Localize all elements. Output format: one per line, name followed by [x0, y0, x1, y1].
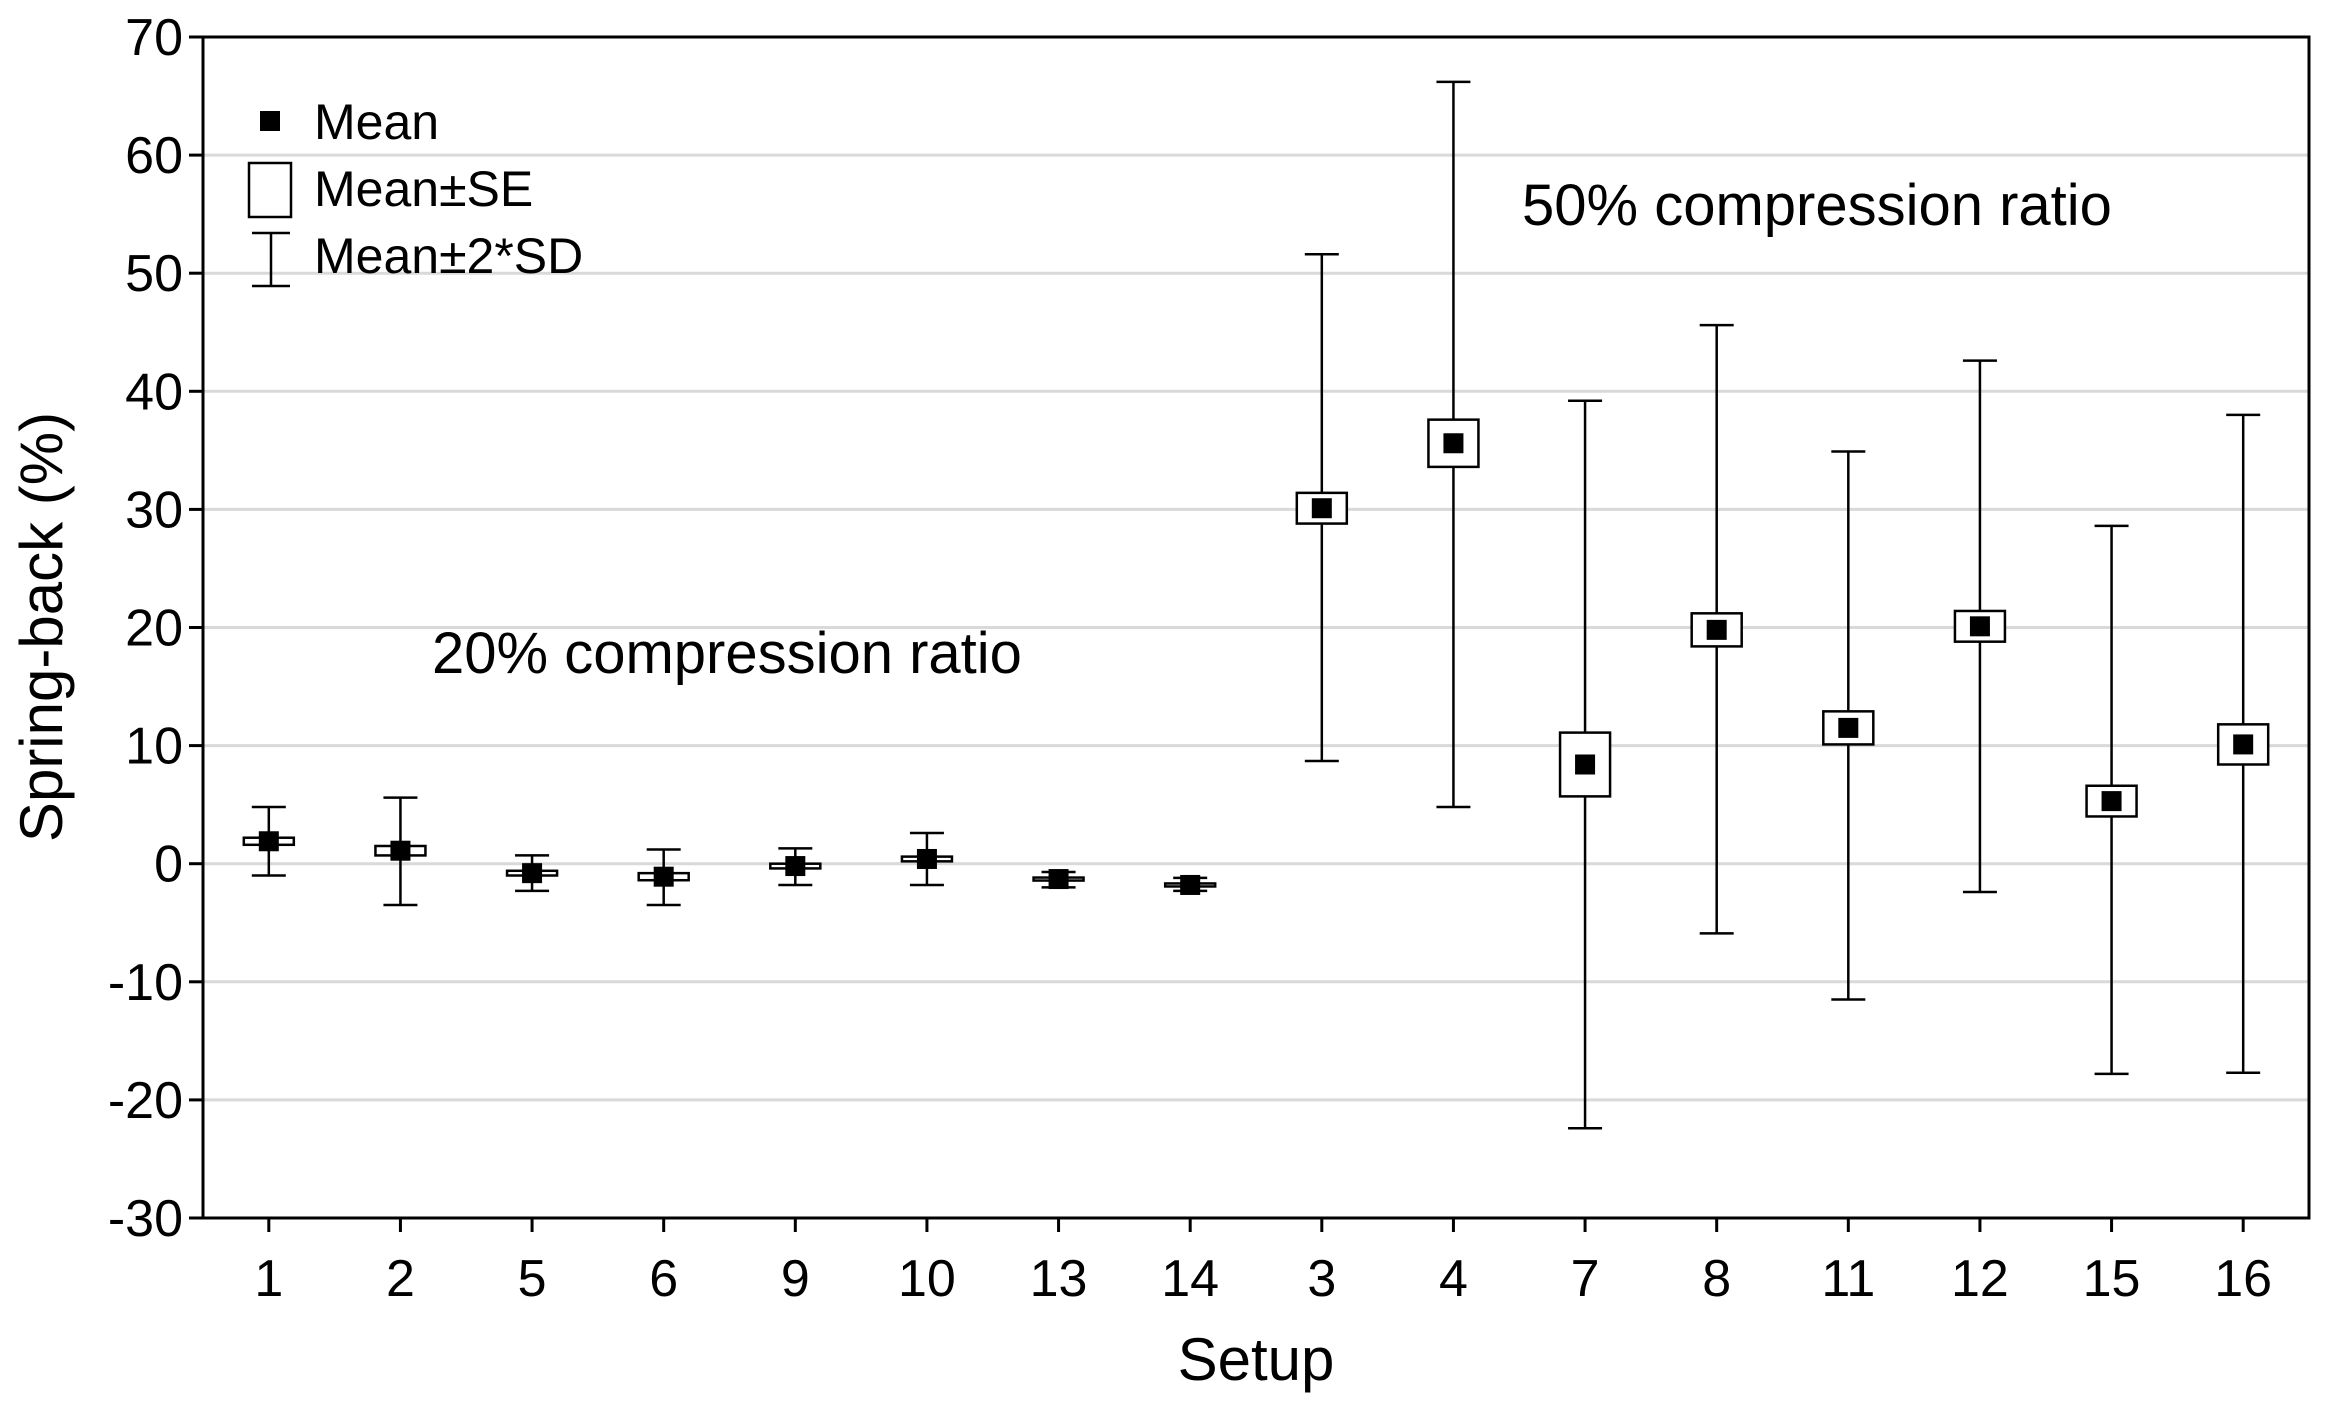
mean-point-14: [1180, 874, 1201, 895]
y-tick-label: 50: [125, 245, 183, 303]
legend-whisker-marker: [252, 231, 290, 288]
y-tick-label: -30: [108, 1190, 183, 1248]
y-tick-label: 30: [125, 481, 183, 539]
mean-point-9: [785, 856, 806, 877]
mean-point-4: [1443, 433, 1464, 454]
mean-point-7: [1575, 754, 1596, 775]
gridlines: [203, 153, 2309, 1102]
mean-point-1: [258, 831, 279, 852]
se-box-4: [1427, 418, 1480, 469]
y-tick-label: 60: [125, 127, 183, 185]
mean-point-5: [522, 863, 543, 884]
mean-point-8: [1706, 619, 1727, 640]
x-tick-label: 11: [1821, 1250, 1875, 1308]
annotation-50-percent: 50% compression ratio: [1522, 173, 2112, 238]
x-tick-label: 7: [1571, 1250, 1600, 1308]
legend: Mean Mean±SE Mean±2*SD: [247, 94, 583, 288]
y-tick-label: 20: [125, 600, 183, 658]
x-tick-label: 8: [1702, 1250, 1731, 1308]
mean-series: [258, 433, 2254, 895]
x-tick-label: 5: [518, 1250, 547, 1308]
x-tick-label: 10: [898, 1250, 956, 1308]
legend-whisker-label: Mean±2*SD: [314, 228, 583, 284]
mean-point-12: [1969, 616, 1990, 637]
se-box-7: [1558, 731, 1612, 798]
mean-point-3: [1311, 498, 1332, 519]
x-axis-title: Setup: [1178, 1326, 1335, 1393]
x-tick-label: 13: [1030, 1250, 1088, 1308]
mean-point-6: [653, 866, 674, 887]
annotation-20-percent: 20% compression ratio: [432, 621, 1022, 686]
x-tick-label: 15: [2083, 1250, 2141, 1308]
x-tick-label: 6: [649, 1250, 678, 1308]
legend-se-marker: [247, 161, 293, 219]
mean-point-10: [916, 848, 937, 869]
x-tick-label: 12: [1951, 1250, 2009, 1308]
y-axis: -30 -20 -10 0 10 20 30 40 50 60 70: [108, 9, 203, 1248]
legend-mean-label: Mean: [314, 94, 439, 150]
mean-point-2: [390, 840, 411, 861]
y-tick-label: -20: [108, 1072, 183, 1130]
y-tick-label: -10: [108, 954, 183, 1012]
legend-se-label: Mean±SE: [314, 161, 533, 217]
x-tick-label: 14: [1161, 1250, 1219, 1308]
mean-point-16: [2233, 734, 2254, 755]
y-tick-label: 40: [125, 363, 183, 421]
mean-point-11: [1838, 717, 1859, 738]
x-tick-label: 9: [781, 1250, 810, 1308]
y-tick-label: 0: [154, 836, 183, 894]
x-tick-label: 4: [1439, 1250, 1468, 1308]
x-tick-label: 3: [1307, 1250, 1336, 1308]
y-tick-label: 10: [125, 718, 183, 776]
mean-point-15: [2101, 791, 2122, 812]
mean-point-13: [1048, 869, 1069, 890]
x-tick-label: 16: [2214, 1250, 2272, 1308]
y-tick-label: 70: [125, 9, 183, 67]
x-tick-label: 1: [254, 1250, 283, 1308]
x-axis: 1 2 5 6 9 10 13 14 3 4 7 8 11 12 15 16: [254, 1218, 2272, 1308]
x-tick-label: 2: [386, 1250, 415, 1308]
legend-mean-marker: [260, 111, 280, 131]
y-axis-title: Spring-back (%): [8, 412, 75, 842]
